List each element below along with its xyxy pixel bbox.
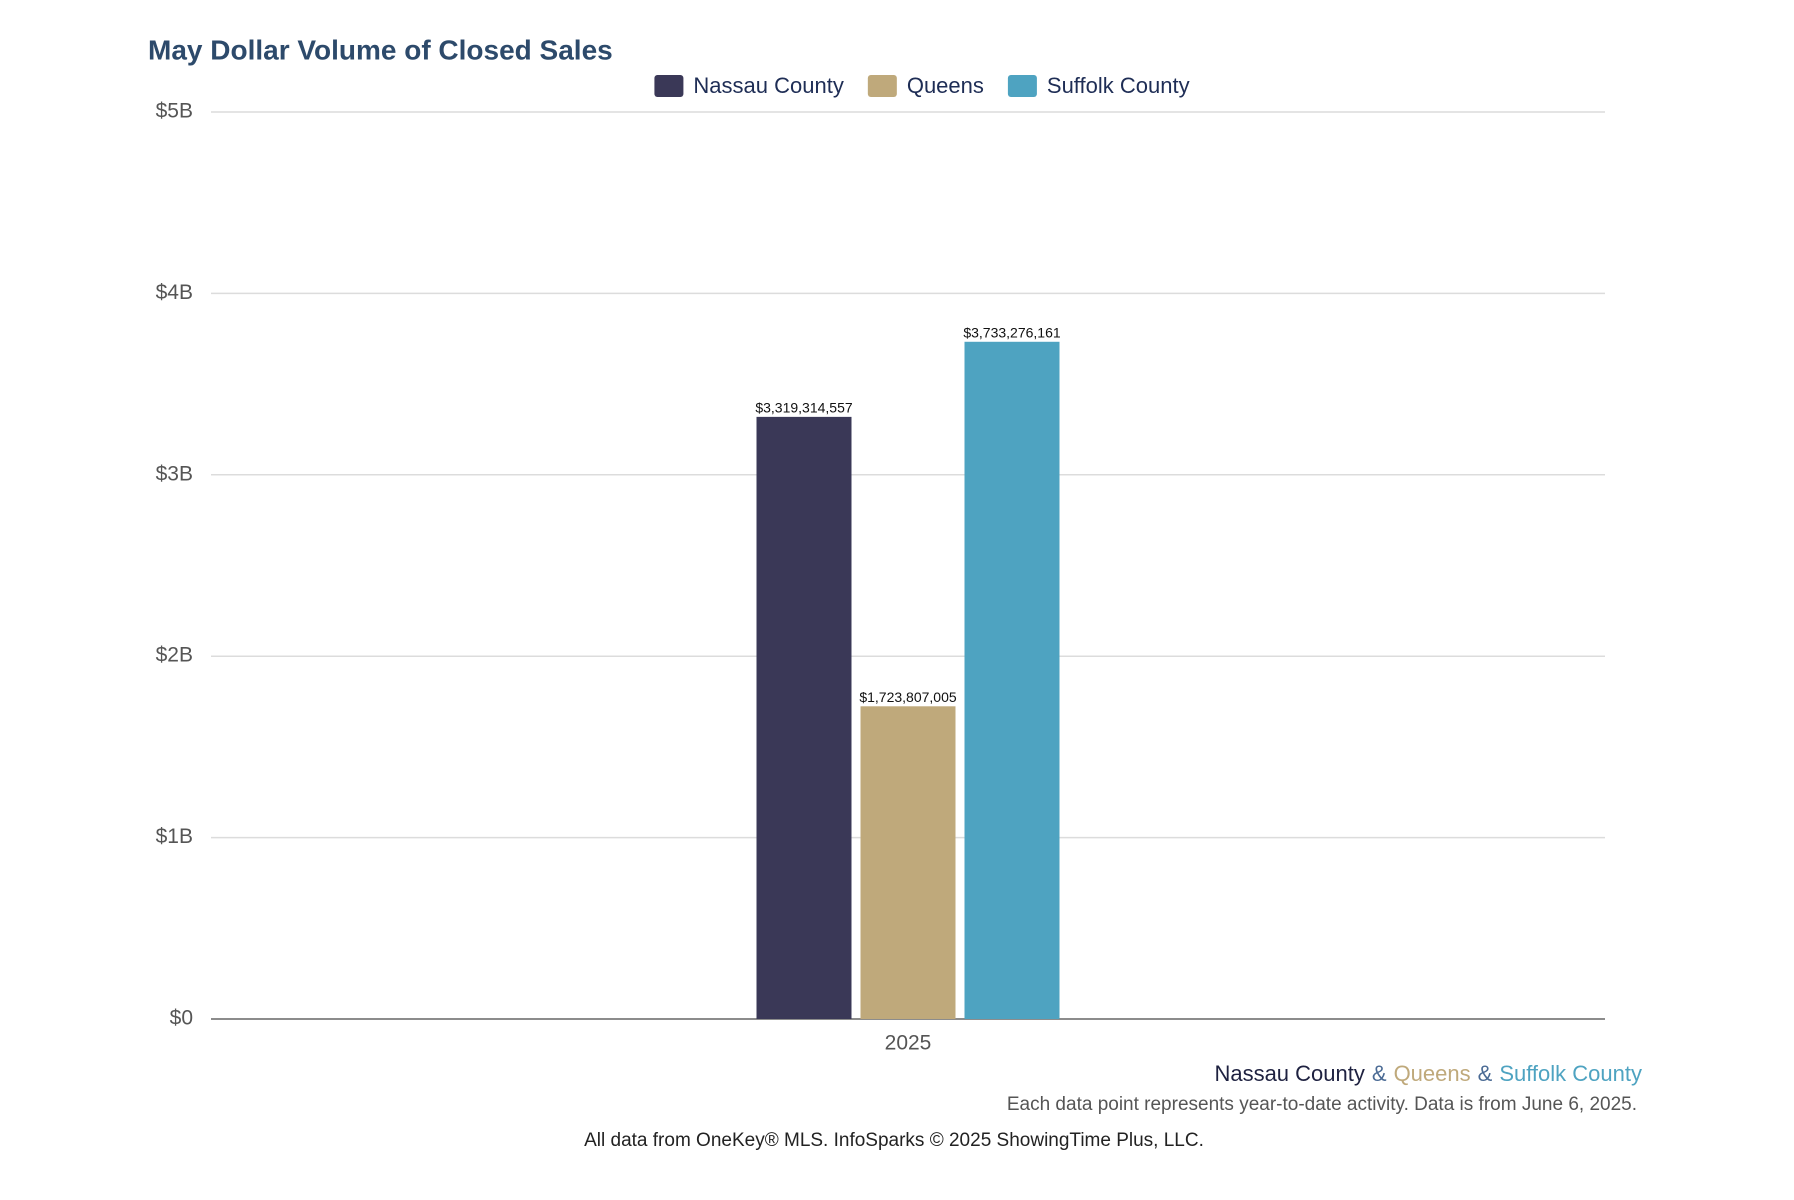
caption-series: Suffolk County bbox=[1499, 1061, 1642, 1086]
caption-series: Queens bbox=[1394, 1061, 1471, 1086]
data-label: $1,723,807,005 bbox=[859, 689, 957, 705]
caption-separator: & bbox=[1372, 1061, 1387, 1086]
x-tick-label: 2025 bbox=[885, 1032, 932, 1055]
y-tick-label: $3B bbox=[156, 462, 193, 485]
legend-swatch bbox=[654, 75, 684, 97]
y-tick-label: $2B bbox=[156, 644, 193, 667]
legend-label: Queens bbox=[907, 73, 984, 98]
bar bbox=[756, 416, 852, 1019]
caption-series: Nassau County bbox=[1214, 1061, 1364, 1086]
legend-label: Nassau County bbox=[693, 73, 843, 98]
legend-swatch bbox=[867, 75, 897, 97]
legend-swatch bbox=[1007, 75, 1037, 97]
data-label: $3,319,314,557 bbox=[755, 400, 853, 416]
y-tick-label: $0 bbox=[170, 1007, 193, 1030]
chart-title: May Dollar Volume of Closed Sales bbox=[148, 34, 613, 65]
data-label: $3,733,276,161 bbox=[963, 324, 1061, 340]
legend-label: Suffolk County bbox=[1047, 73, 1190, 98]
note: Each data point represents year-to-date … bbox=[1007, 1094, 1637, 1115]
source: All data from OneKey® MLS. InfoSparks © … bbox=[584, 1130, 1204, 1151]
caption-separator: & bbox=[1478, 1061, 1493, 1086]
bar bbox=[860, 706, 956, 1019]
caption: Nassau County & Queens & Suffolk County bbox=[1214, 1061, 1642, 1086]
y-tick-label: $5B bbox=[156, 100, 193, 123]
y-tick-label: $1B bbox=[156, 825, 193, 848]
y-tick-label: $4B bbox=[156, 281, 193, 304]
bar bbox=[964, 341, 1060, 1019]
